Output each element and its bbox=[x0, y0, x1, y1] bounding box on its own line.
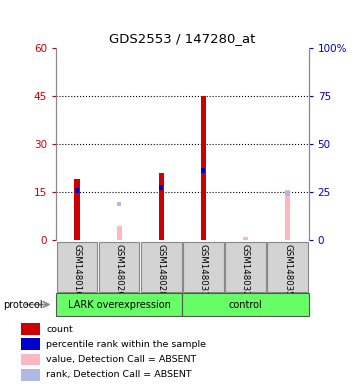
Bar bbox=[286, 191, 290, 196]
Bar bbox=[117, 226, 122, 240]
Bar bbox=[267, 242, 308, 292]
Bar bbox=[74, 179, 79, 240]
Bar bbox=[243, 237, 248, 240]
Text: value, Detection Call = ABSENT: value, Detection Call = ABSENT bbox=[46, 355, 196, 364]
Text: count: count bbox=[46, 324, 73, 334]
Bar bbox=[21, 338, 40, 350]
Bar bbox=[56, 293, 182, 316]
Bar bbox=[159, 173, 164, 240]
Bar bbox=[182, 293, 309, 316]
Bar bbox=[21, 369, 40, 381]
Text: percentile rank within the sample: percentile rank within the sample bbox=[46, 339, 206, 349]
Bar bbox=[159, 185, 163, 190]
Text: GSM148016: GSM148016 bbox=[73, 245, 82, 297]
Text: control: control bbox=[229, 300, 262, 310]
Text: GSM148032: GSM148032 bbox=[241, 245, 250, 297]
Bar bbox=[21, 323, 40, 335]
Text: protocol: protocol bbox=[4, 300, 43, 310]
Bar bbox=[57, 242, 97, 292]
Title: GDS2553 / 147280_at: GDS2553 / 147280_at bbox=[109, 32, 256, 45]
Bar bbox=[21, 354, 40, 365]
Bar bbox=[99, 242, 139, 292]
Text: GSM148031: GSM148031 bbox=[199, 245, 208, 297]
Bar bbox=[183, 242, 224, 292]
Bar bbox=[141, 242, 182, 292]
Text: GSM148035: GSM148035 bbox=[283, 245, 292, 297]
Text: LARK overexpression: LARK overexpression bbox=[68, 300, 170, 310]
Text: GSM148026: GSM148026 bbox=[115, 245, 123, 297]
Bar bbox=[117, 202, 121, 207]
Text: rank, Detection Call = ABSENT: rank, Detection Call = ABSENT bbox=[46, 371, 192, 379]
Bar bbox=[225, 242, 266, 292]
Text: GSM148028: GSM148028 bbox=[157, 245, 166, 297]
Bar bbox=[201, 96, 206, 240]
Bar bbox=[75, 188, 79, 193]
Bar bbox=[285, 190, 290, 240]
Bar bbox=[201, 168, 205, 173]
